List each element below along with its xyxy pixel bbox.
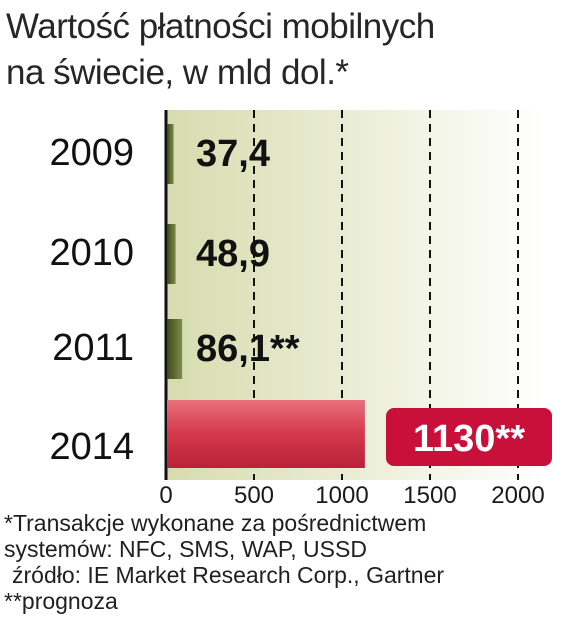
value-label-2014: 1130** — [413, 418, 525, 460]
bar-chart: 2009 2010 2011 2014 37,4 48,9 86,1** 1130** 0 5… — [49, 110, 552, 509]
value-labels: 37,4 48,9 86,1** 1130** — [196, 133, 552, 466]
x-tick-label-1000: 1000 — [315, 482, 368, 509]
y-tick-label-2010: 2010 — [49, 232, 134, 274]
footnote-forecast: **prognoza — [4, 588, 118, 614]
bar-2009 — [167, 124, 174, 184]
bar-2014 — [167, 400, 365, 468]
value-label-2009: 37,4 — [196, 133, 270, 175]
y-tick-label-2014: 2014 — [49, 426, 134, 468]
footnote-systems: systemów: NFC, SMS, WAP, USSD — [4, 536, 367, 562]
value-label-2011: 86,1** — [196, 328, 300, 370]
y-tick-labels: 2009 2010 2011 2014 — [49, 132, 134, 468]
x-tick-label-500: 500 — [234, 482, 274, 509]
bar-2010 — [167, 224, 176, 284]
footnote-transactions: *Transakcje wykonane za pośrednictwem — [4, 510, 427, 536]
x-tick-label-2000: 2000 — [491, 482, 544, 509]
y-tick-label-2011: 2011 — [52, 327, 134, 369]
value-label-2010: 48,9 — [196, 233, 270, 275]
chart-title: Wartość płatności mobilnych na świecie, … — [6, 4, 571, 96]
chart-title-line-1: Wartość płatności mobilnych — [6, 7, 435, 46]
footnote-source: źródło: IE Market Research Corp., Gartne… — [12, 562, 445, 588]
x-tick-labels: 0 500 1000 1500 2000 — [159, 482, 544, 509]
bar-2011 — [167, 319, 183, 379]
bars — [167, 124, 365, 468]
x-tick-label-1500: 1500 — [403, 482, 456, 509]
value-badge-2014 — [386, 408, 552, 466]
chart-title-line-2: na świecie, w mld dol.* — [6, 53, 349, 92]
footnotes: *Transakcje wykonane za pośrednictwem sy… — [4, 510, 572, 614]
y-tick-label-2009: 2009 — [49, 132, 134, 174]
x-tick-label-0: 0 — [159, 482, 172, 509]
